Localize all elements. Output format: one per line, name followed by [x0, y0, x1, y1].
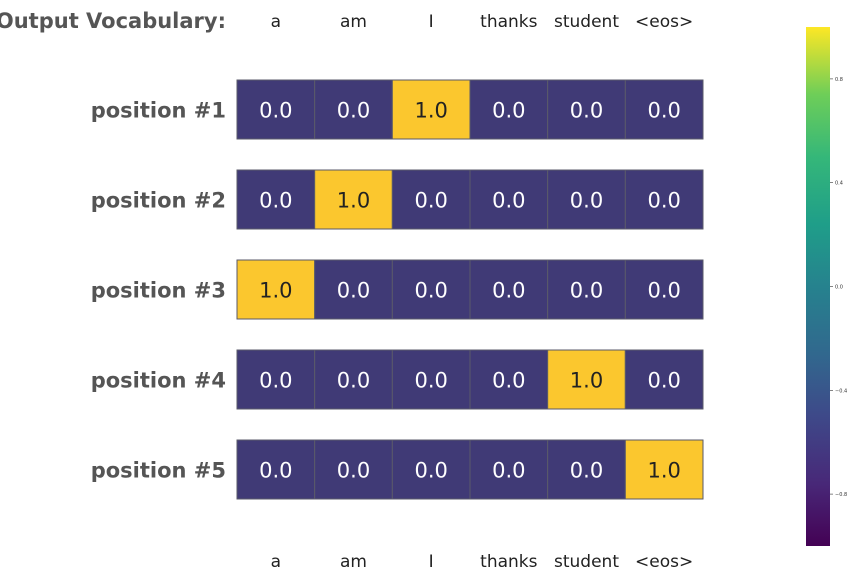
row-label: position #5 [91, 459, 226, 483]
cell-value: 0.0 [570, 279, 603, 303]
column-label-top: thanks [480, 12, 537, 32]
cell-value: 0.0 [570, 189, 603, 213]
heatmap-cell [624, 439, 704, 500]
cell-value: 0.0 [259, 369, 292, 393]
heatmap-cell [236, 439, 316, 500]
cell-value: 0.0 [414, 369, 447, 393]
cell-value: 1.0 [414, 99, 447, 123]
cell-value: 0.0 [337, 459, 370, 483]
cell-value: 0.0 [570, 459, 603, 483]
heatmap-cell [391, 439, 471, 500]
colorbar-tick-label: 0.0 [835, 285, 843, 291]
colorbar-ticks: 0.8 0.4 0.0 −0.4 −0.8 [830, 77, 847, 498]
row-label: position #4 [91, 369, 226, 393]
column-label-bottom: student [554, 552, 619, 572]
cell-value: 0.0 [414, 459, 447, 483]
heatmap-cells: 0.0 0.0 1.0 0.0 0.0 0.0 0.0 1.0 0.0 0.0 0.0 0.0 1.0 0… [236, 79, 704, 500]
heatmap-cell [469, 169, 549, 230]
column-label-bottom: thanks [480, 552, 537, 572]
heatmap-cell [314, 169, 393, 230]
row-labels: position #1 position #2 position #3 positio… [91, 99, 226, 483]
cell-value: 0.0 [492, 279, 525, 303]
column-label-top: a [271, 12, 281, 32]
cell-value: 1.0 [647, 459, 680, 483]
heatmap-cell [547, 79, 626, 140]
cell-value: 1.0 [337, 189, 370, 213]
cell-value: 0.0 [492, 99, 525, 123]
row-label: position #2 [91, 189, 226, 213]
heatmap-cell [314, 79, 393, 140]
row-label: position #1 [91, 99, 226, 123]
cell-value: 0.0 [492, 189, 525, 213]
heatmap-cell [469, 439, 549, 500]
heatmap-cell [314, 349, 393, 410]
heatmap-cell [391, 169, 471, 230]
heatmap-cell [314, 259, 393, 320]
cell-value: 0.0 [647, 369, 680, 393]
heatmap-cell [236, 79, 316, 140]
column-label-bottom: I [429, 552, 434, 572]
colorbar-gradient [806, 27, 830, 546]
column-label-top: I [429, 12, 434, 32]
cell-value: 0.0 [259, 189, 292, 213]
column-label-top: <eos> [635, 12, 693, 32]
colorbar-tick-label: 0.8 [835, 77, 843, 83]
cell-value: 0.0 [337, 99, 370, 123]
cell-value: 0.0 [570, 99, 603, 123]
cell-value: 0.0 [492, 459, 525, 483]
cell-value: 0.0 [647, 189, 680, 213]
heatmap-cell [236, 169, 316, 230]
heatmap-cell [624, 259, 704, 320]
colorbar-tick-label: 0.4 [835, 181, 843, 187]
column-label-bottom: am [340, 552, 367, 572]
column-label-top: am [340, 12, 367, 32]
heatmap-cell [624, 169, 704, 230]
colorbar-tick-label: −0.8 [835, 492, 847, 498]
column-label-bottom: <eos> [635, 552, 693, 572]
heatmap-cell [469, 259, 549, 320]
cell-value: 0.0 [414, 279, 447, 303]
colorbar-tick-label: −0.4 [835, 388, 847, 394]
heatmap-cell [236, 259, 316, 320]
cell-value: 0.0 [492, 369, 525, 393]
heatmap-cell [236, 349, 316, 410]
cell-value: 0.0 [414, 189, 447, 213]
cell-value: 0.0 [259, 99, 292, 123]
chart-title: Output Vocabulary: [0, 9, 226, 33]
heatmap-cell [391, 349, 471, 410]
colorbar: 0.8 0.4 0.0 −0.4 −0.8 [806, 27, 847, 546]
heatmap-cell [391, 79, 471, 140]
column-label-bottom: a [271, 552, 281, 572]
heatmap-cell [469, 79, 549, 140]
cell-value: 1.0 [570, 369, 603, 393]
heatmap-cell [624, 79, 704, 140]
row-label: position #3 [91, 279, 226, 303]
cell-value: 0.0 [647, 279, 680, 303]
heatmap-cell [624, 349, 704, 410]
heatmap-cell [469, 349, 549, 410]
cell-value: 1.0 [259, 279, 292, 303]
cell-value: 0.0 [647, 99, 680, 123]
cell-value: 0.0 [337, 369, 370, 393]
heatmap-cell [547, 259, 626, 320]
column-label-top: student [554, 12, 619, 32]
cell-value: 0.0 [337, 279, 370, 303]
cell-value: 0.0 [259, 459, 292, 483]
heatmap-cell [547, 349, 626, 410]
heatmap-cell [547, 439, 626, 500]
